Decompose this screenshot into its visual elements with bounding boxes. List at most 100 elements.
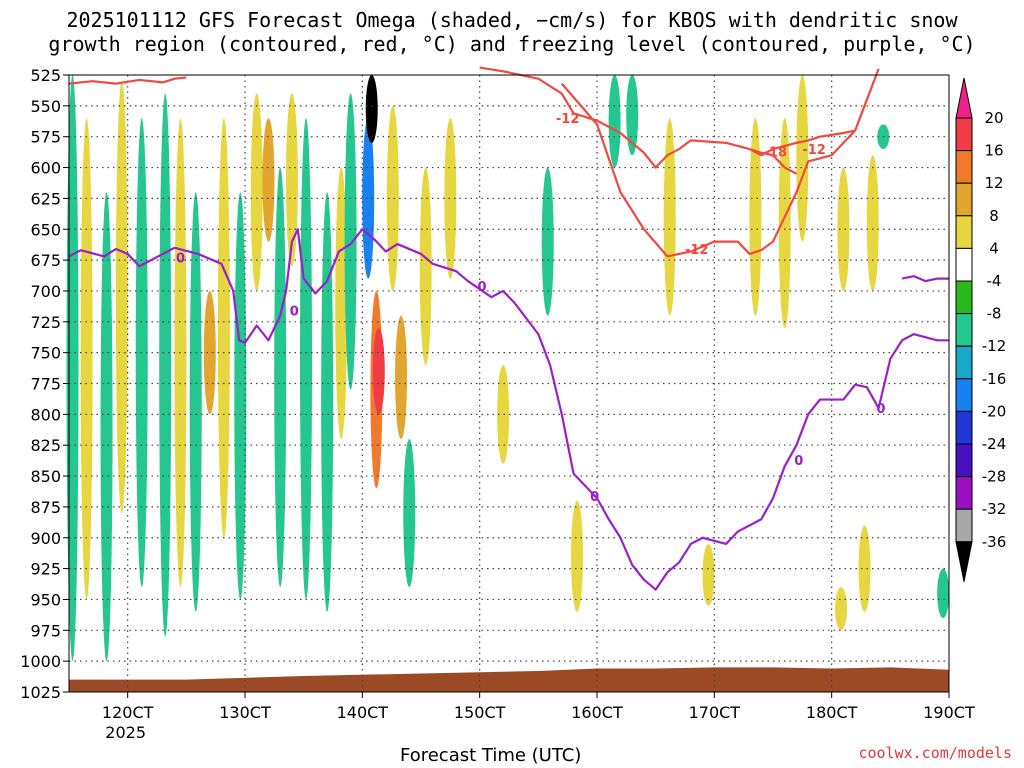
omega-region-1 xyxy=(80,118,93,600)
omega-region-20 xyxy=(365,75,378,143)
colorbar-label: -36 xyxy=(982,533,1007,551)
ground-fill xyxy=(69,667,949,692)
contour-line-4 xyxy=(68,228,949,591)
omega-region-24 xyxy=(395,315,408,440)
contour-labels: -12 -18 -12 -12 0 0 0 0 0 0 xyxy=(176,112,886,505)
colorbar-band-11 xyxy=(955,476,973,510)
colorbar-label: -28 xyxy=(982,468,1007,486)
omega-region-40 xyxy=(866,155,879,291)
contour-label: 0 xyxy=(590,490,599,505)
contour-label: 0 xyxy=(290,305,299,320)
colorbar-band-0 xyxy=(955,117,973,152)
omega-region-10 xyxy=(234,192,247,600)
colorbar-label: -12 xyxy=(982,337,1007,355)
x-tick-label: 130CT xyxy=(219,703,271,722)
contour-label: -12 xyxy=(556,112,580,127)
colorbar-label: 8 xyxy=(989,207,999,225)
y-tick-label: 1025 xyxy=(20,683,61,702)
credit-link[interactable]: coolwx.com/models xyxy=(858,744,1012,762)
y-tick-label: 875 xyxy=(30,498,61,517)
omega-region-33 xyxy=(663,118,676,316)
omega-region-19 xyxy=(362,118,375,279)
omega-region-28 xyxy=(497,364,510,464)
x-tick-label: 170CT xyxy=(689,703,741,722)
colorbar-label: -16 xyxy=(982,370,1007,388)
y-tick-label: 750 xyxy=(30,344,61,363)
y-tick-label: 575 xyxy=(30,128,61,147)
colorbar-label: -8 xyxy=(987,305,1002,323)
omega-region-32 xyxy=(626,75,639,156)
omega-region-37 xyxy=(796,75,809,242)
x-tick-label: 160CT xyxy=(571,703,623,722)
y-tick-label: 825 xyxy=(30,436,61,455)
colorbar-top-arrow xyxy=(955,77,973,119)
colorbar-band-7 xyxy=(955,345,973,380)
y-tick-label: 975 xyxy=(30,621,61,640)
contour-line-1 xyxy=(479,66,880,169)
y-tick-label: 675 xyxy=(30,251,61,270)
omega-region-13 xyxy=(274,167,287,588)
omega-region-25 xyxy=(403,439,416,588)
omega-region-11 xyxy=(250,93,263,291)
omega-region-2 xyxy=(100,192,113,662)
y-tick-label: 900 xyxy=(30,529,61,548)
x-tick-label: 140CT xyxy=(337,703,389,722)
title-line-1: 2025101112 GFS Forecast Omega (shaded, −… xyxy=(66,8,958,32)
omega-region-39 xyxy=(858,525,871,612)
contour-line-0 xyxy=(68,76,187,85)
x-tick-label: 190CT xyxy=(923,703,975,722)
colorbar-label: 20 xyxy=(984,109,1003,127)
grid-lines xyxy=(69,75,949,692)
x-axis-title: Forecast Time (UTC) xyxy=(400,745,582,766)
contour-label: -18 xyxy=(764,146,788,161)
contour-label: 0 xyxy=(477,280,486,295)
title-line-2: growth region (contoured, red, °C) and f… xyxy=(48,32,976,56)
omega-region-22 xyxy=(372,327,385,415)
y-tick-label: 725 xyxy=(30,313,61,332)
y-tick-label: 950 xyxy=(30,590,61,609)
y-tick-label: 700 xyxy=(30,282,61,301)
contour-label: 0 xyxy=(794,454,803,469)
colorbar-band-5 xyxy=(955,280,973,315)
y-tick-label: 600 xyxy=(30,159,61,178)
colorbar-band-6 xyxy=(955,313,973,347)
colorbar-label: 4 xyxy=(989,239,999,257)
omega-region-17 xyxy=(335,167,348,440)
omega-region-35 xyxy=(749,118,762,316)
x-tick-label: 180CT xyxy=(806,703,858,722)
contour-line-3 xyxy=(749,147,797,175)
omega-region-42 xyxy=(835,587,848,631)
contour-label: 0 xyxy=(176,252,185,267)
colorbar-band-9 xyxy=(955,410,973,445)
omega-region-12 xyxy=(262,118,275,242)
omega-region-36 xyxy=(778,118,791,328)
colorbar-band-1 xyxy=(955,150,973,184)
colorbar-bottom-arrow xyxy=(955,541,973,582)
contour-lines xyxy=(68,66,949,591)
colorbar-label: -24 xyxy=(982,435,1007,453)
omega-region-27 xyxy=(444,118,457,279)
colorbar-label: -32 xyxy=(982,500,1007,518)
omega-region-15 xyxy=(300,118,313,600)
omega-region-9 xyxy=(217,118,230,538)
omega-region-30 xyxy=(571,500,584,612)
y-tick-label: 850 xyxy=(30,467,61,486)
y-tick-label: 650 xyxy=(30,220,61,239)
x-tick-label: 120CT xyxy=(102,703,154,722)
omega-region-34 xyxy=(702,543,715,606)
omega-region-0 xyxy=(66,75,79,662)
y-tick-label: 625 xyxy=(30,189,61,208)
colorbar-band-2 xyxy=(955,182,973,217)
contour-label: -12 xyxy=(802,143,826,158)
omega-region-26 xyxy=(419,167,432,365)
colorbar-band-4 xyxy=(955,247,973,282)
contour-line-5 xyxy=(901,275,949,283)
y-tick-label: 550 xyxy=(30,97,61,116)
y-tick-label: 925 xyxy=(30,560,61,579)
omega-region-8 xyxy=(203,290,216,415)
omega-region-3 xyxy=(115,81,128,514)
colorbar-band-8 xyxy=(955,378,973,412)
colorbar-label: -20 xyxy=(982,402,1007,420)
colorbar: 20 16 12 8 4 -4 -8 -12 -16 -20 -24 -28 -32 -36 xyxy=(955,77,1007,582)
